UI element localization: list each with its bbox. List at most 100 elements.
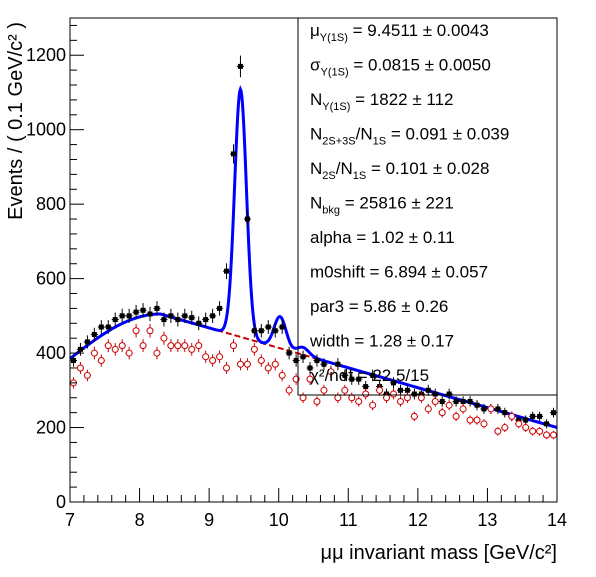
stat-value: = 9.4511 ± 0.0043 (348, 21, 489, 40)
stats-row: σY(1S) = 0.0815 ± 0.0050 (310, 56, 491, 79)
data-point-red (188, 345, 196, 353)
data-point-black (293, 358, 299, 364)
data-point-red (83, 371, 91, 379)
stat-label: par3 (310, 297, 344, 316)
data-point-red (424, 405, 432, 413)
stat-value-2: = 0.101 ± 0.028 (366, 159, 489, 178)
data-point-black (133, 309, 139, 315)
data-point-black (272, 328, 278, 334)
data-point-black (279, 324, 285, 330)
data-point-red (494, 427, 502, 435)
data-point-red (536, 427, 544, 435)
data-point-red (320, 386, 328, 394)
y-tick-label: 600 (36, 269, 66, 289)
data-point-red (369, 401, 377, 409)
data-point-black (342, 372, 348, 378)
data-point-red (160, 334, 168, 342)
stat-subscript-2: 1S (373, 136, 386, 148)
stat-value: = 25816 ± 221 (340, 194, 454, 213)
data-point-black (230, 151, 236, 157)
data-point-red (501, 424, 509, 432)
stats-row: alpha = 1.02 ± 0.11 (310, 228, 455, 247)
data-point-red (522, 424, 530, 432)
data-point-black (224, 268, 230, 274)
stats-row: m0shift = 6.894 ± 0.057 (310, 263, 488, 282)
data-point-red (271, 360, 279, 368)
data-point-black (349, 376, 355, 382)
data-point-red (229, 342, 237, 350)
data-point-red (410, 412, 418, 420)
data-point-red (125, 349, 133, 357)
stat-subscript-2: 1S (353, 170, 366, 182)
data-point-red (243, 360, 251, 368)
data-point-red (139, 342, 147, 350)
data-point-red (202, 353, 210, 361)
data-point-black (495, 406, 501, 412)
data-point-black (84, 339, 90, 345)
data-point-black (356, 376, 362, 382)
data-point-black (70, 358, 76, 364)
data-point-black (196, 320, 202, 326)
data-point-red (132, 327, 140, 335)
data-point-black (119, 313, 125, 319)
stat-value: = 1822 ± 112 (350, 90, 453, 109)
data-point-black (523, 417, 529, 423)
data-point-red (97, 357, 105, 365)
data-point-black (391, 380, 397, 386)
x-tick-label: 13 (477, 510, 497, 530)
data-point-black (300, 354, 306, 360)
data-point-black (91, 331, 97, 337)
data-point-red (334, 394, 342, 402)
data-point-black (126, 313, 132, 319)
data-point-black (363, 384, 369, 390)
data-point-red (174, 342, 182, 350)
stats-row: NY(1S) = 1822 ± 112 (310, 90, 453, 113)
y-axis: 0 200 400 600 800 1000 1200 (26, 24, 84, 512)
data-point-black (397, 387, 403, 393)
stat-subscript: bkg (322, 205, 340, 217)
x-tick-label: 12 (408, 510, 428, 530)
data-point-black (481, 406, 487, 412)
data-point-red (417, 394, 425, 402)
data-point-black (530, 413, 536, 419)
x-tick-label: 8 (135, 510, 145, 530)
x-axis: 7 8 9 10 11 12 13 14 (65, 488, 567, 530)
data-point-black (258, 328, 264, 334)
x-tick-label: 9 (204, 510, 214, 530)
data-point-red (362, 390, 370, 398)
y-tick-label: 800 (36, 194, 66, 214)
y-tick-label: 0 (56, 492, 66, 512)
stat-label: N (310, 125, 322, 144)
data-point-red (327, 368, 335, 376)
stat-value: = 5.86 ± 0.26 (344, 297, 448, 316)
data-point-red (473, 416, 481, 424)
data-point-black (411, 391, 417, 397)
data-point-red (438, 409, 446, 417)
data-point-red (480, 420, 488, 428)
data-point-red (118, 342, 126, 350)
data-point-red (376, 386, 384, 394)
data-point-red (431, 397, 439, 405)
stat-label: σ (310, 56, 321, 75)
data-point-red (383, 394, 391, 402)
data-point-black (154, 305, 160, 311)
stat-value: = 1.28 ± 0.17 (350, 332, 454, 351)
stat-subscript: 2S (322, 170, 335, 182)
stat-subscript: Y(1S) (322, 101, 350, 113)
data-point-black (286, 350, 292, 356)
data-point-red (257, 357, 265, 365)
data-point-red (111, 345, 119, 353)
data-point-red (146, 327, 154, 335)
data-point-red (104, 342, 112, 350)
stats-row: χ²/ndf = 22.5/15 (310, 366, 429, 385)
data-point-red (236, 360, 244, 368)
stats-row: μY(1S) = 9.4511 ± 0.0043 (310, 21, 489, 44)
data-point-red (487, 405, 495, 413)
x-axis-title: μμ invariant mass [GeV/c²] (321, 542, 557, 564)
data-point-black (446, 391, 452, 397)
data-point-red (285, 386, 293, 394)
stat-label: N (310, 159, 322, 178)
x-tick-label: 7 (65, 510, 75, 530)
stats-box-frame (297, 17, 558, 396)
data-point-black (335, 361, 341, 367)
